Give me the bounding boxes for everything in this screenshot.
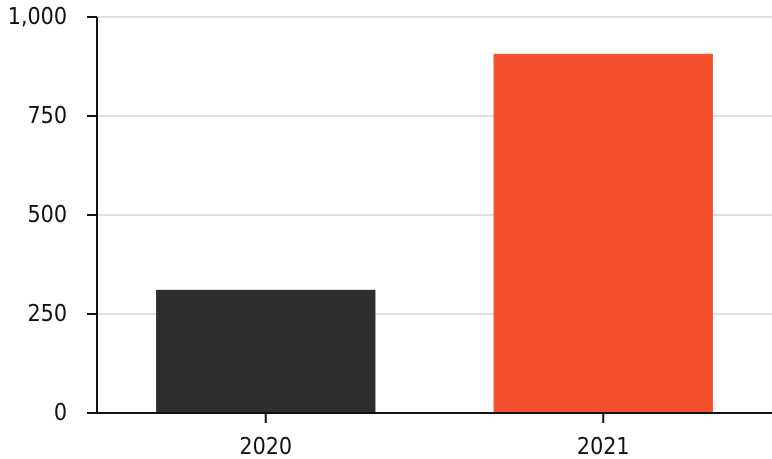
y-tick-label: 500 xyxy=(28,202,68,228)
bars xyxy=(156,53,713,413)
x-tick-label: 2020 xyxy=(239,434,292,459)
bar-2021 xyxy=(493,53,713,413)
x-axis-ticks: 2020 2021 xyxy=(239,413,630,459)
y-tick-label: 250 xyxy=(28,301,68,327)
y-tick-label: 1,000 xyxy=(8,4,67,30)
x-tick-label: 2021 xyxy=(577,434,630,459)
y-tick-label: 0 xyxy=(54,400,67,426)
bar-2020 xyxy=(156,289,376,413)
y-axis-ticks: 0 250 500 750 1,000 xyxy=(8,4,97,426)
y-tick-label: 750 xyxy=(28,103,68,129)
